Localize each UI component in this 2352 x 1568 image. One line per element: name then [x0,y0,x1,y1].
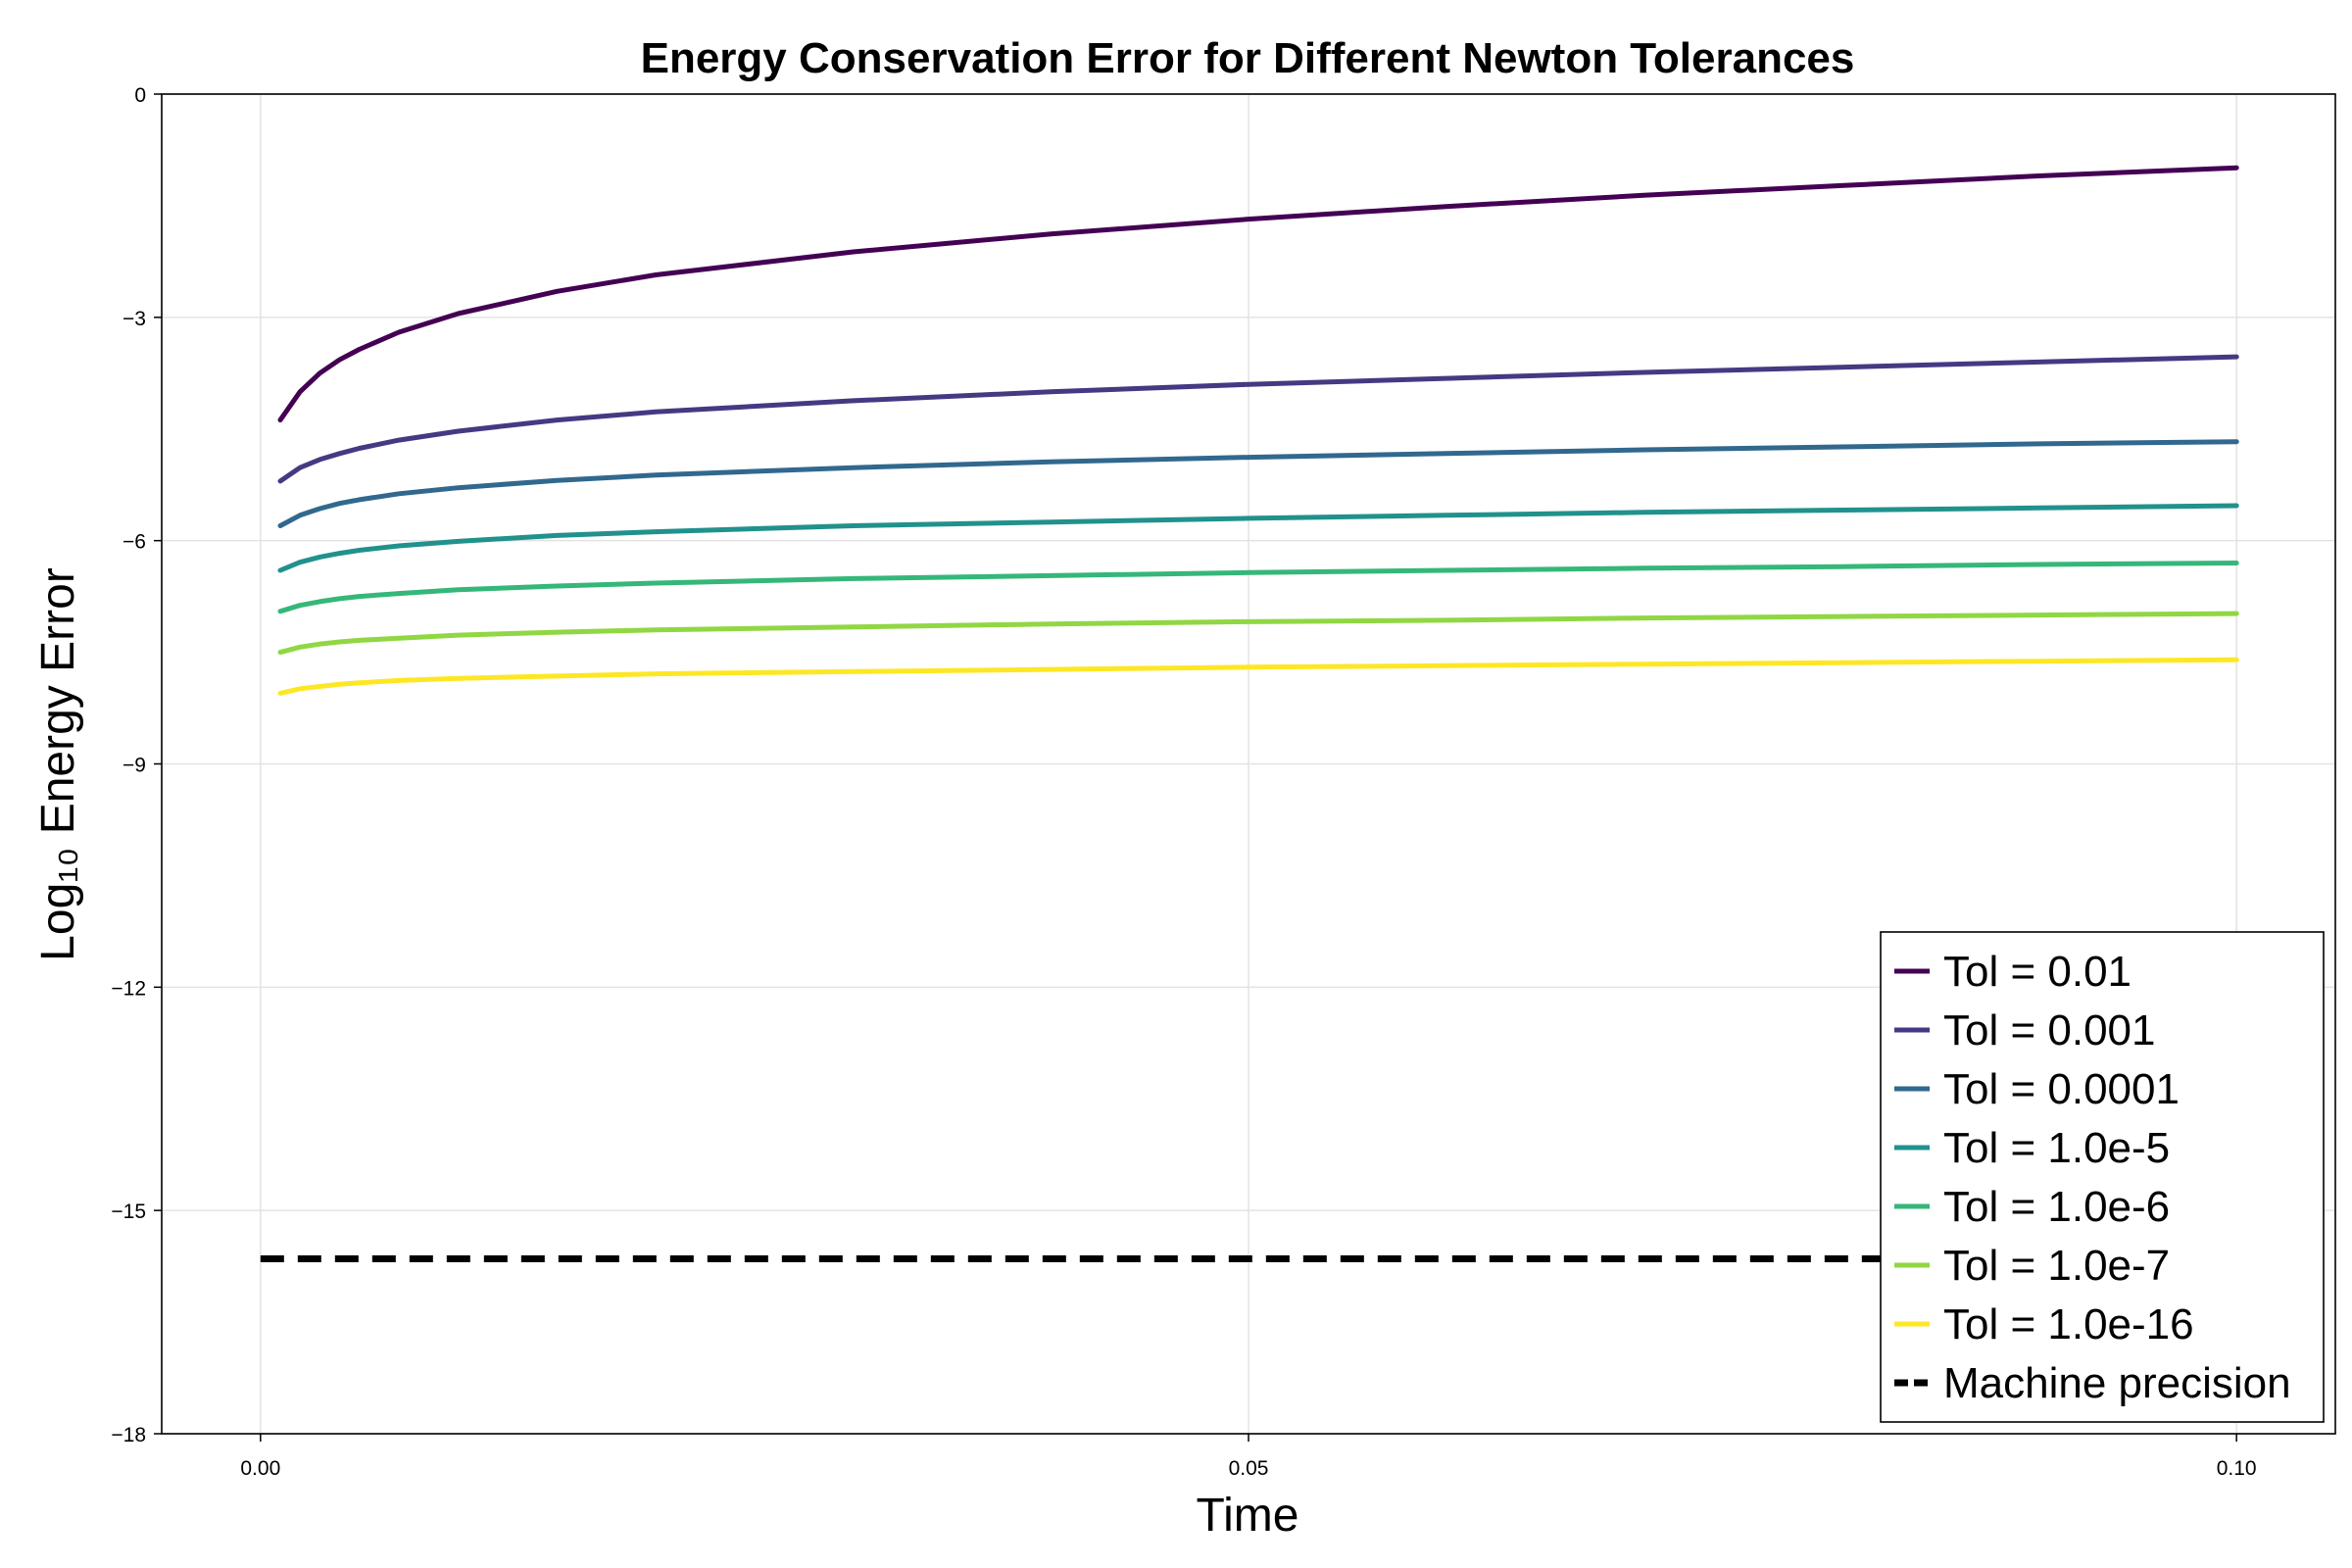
y-tick-label: −3 [122,308,146,330]
legend-label: Tol = 0.001 [1943,1006,2156,1054]
y-tick-label: −9 [122,755,146,777]
axis-ticks: 0.00 0.05 0.10 0 −3 −6 −9 −12 −15 −18 [111,84,2256,1480]
series-line-4 [277,503,2239,573]
y-tick-label: −15 [111,1200,146,1223]
y-tick-label: −18 [111,1424,146,1446]
y-tick-label: 0 [134,84,146,107]
series-line-2 [277,354,2239,484]
chart-title: Energy Conservation Error for Different … [641,34,1855,82]
series-line-6 [277,611,2239,656]
legend-label: Tol = 1.0e-5 [1943,1124,2170,1172]
y-tick-label: −12 [111,977,146,1000]
x-axis-label: Time [1197,1490,1299,1542]
legend-label: Tol = 1.0e-7 [1943,1242,2170,1290]
x-tick-label: 0.10 [2217,1457,2257,1480]
series-line-1 [277,165,2239,423]
legend-label: Machine precision [1943,1359,2291,1407]
series-line-5 [277,561,2239,614]
y-axis-label: Log₁₀ Energy Error [32,567,84,961]
legend-box [1880,931,2325,1423]
series-line-3 [277,439,2239,528]
legend: Tol = 0.01 Tol = 0.001 Tol = 0.0001 Tol = 1… [1880,931,2325,1423]
x-tick-label: 0.05 [1229,1457,1269,1480]
legend-label: Tol = 1.0e-6 [1943,1183,2170,1231]
y-tick-label: −6 [122,531,146,554]
legend-label: Tol = 0.0001 [1943,1065,2180,1113]
x-tick-label: 0.00 [240,1457,280,1480]
legend-label: Tol = 0.01 [1943,948,2132,996]
legend-label: Tol = 1.0e-16 [1943,1300,2194,1348]
series-line-7 [277,657,2239,696]
